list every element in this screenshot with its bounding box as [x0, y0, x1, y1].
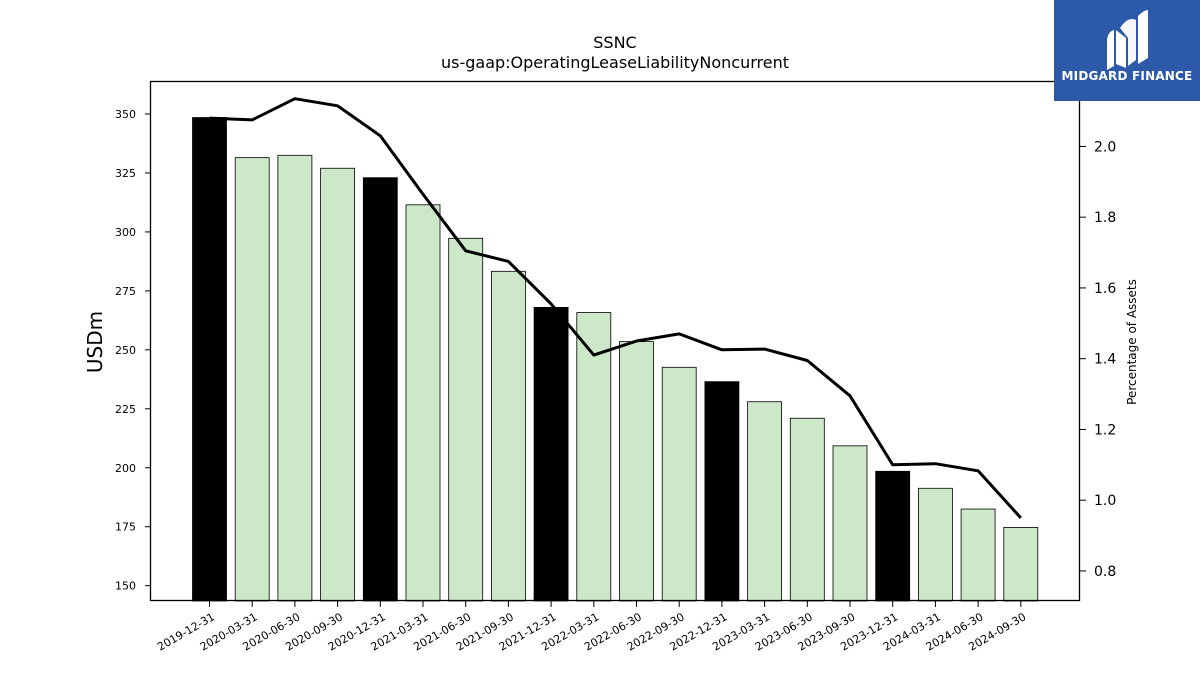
- midgard-finance-logo: MIDGARD FINANCE: [1054, 0, 1200, 101]
- x-axis-ticks: 2019-12-312020-03-312020-06-302020-09-30…: [155, 601, 1028, 654]
- bar-2022-06-30: [619, 341, 654, 602]
- y2-tick-label: 1.0: [1094, 493, 1116, 509]
- y-tick-label: 150: [115, 580, 136, 593]
- y-tick-label: 275: [115, 285, 136, 298]
- bar-2020-09-30: [320, 167, 356, 602]
- bar-2019-12-31: [192, 117, 227, 602]
- chart-title: SSNC: [593, 33, 637, 52]
- plot-frame: [149, 80, 1081, 602]
- right-axis-ticks: 0.8 1.0 1.2 1.4 1.6 1.8 2.0: [1080, 139, 1116, 580]
- bar-2020-03-31: [234, 157, 270, 602]
- bar-2022-09-30: [661, 366, 697, 602]
- bar-2020-06-30: [277, 154, 313, 602]
- y2-tick-label: 0.8: [1094, 564, 1116, 580]
- bar-2022-12-31: [704, 381, 740, 602]
- percentage-line: [209, 97, 1022, 519]
- left-axis-ticks: 150 175 200 225 250 275 300 325 350: [115, 108, 150, 593]
- bar-2021-12-31: [533, 306, 569, 602]
- bar-2021-09-30: [490, 270, 526, 602]
- bar-2024-09-30: [1003, 527, 1039, 602]
- y2-tick-label: 2.0: [1094, 139, 1116, 155]
- bar-2023-12-31: [875, 470, 911, 602]
- y2-tick-label: 1.2: [1094, 422, 1116, 438]
- bar-2021-06-30: [448, 237, 484, 602]
- chart-subtitle: us-gaap:OperatingLeaseLiabilityNoncurren…: [440, 53, 790, 72]
- bar-2024-03-31: [918, 487, 953, 602]
- y2-tick-label: 1.8: [1094, 210, 1116, 226]
- bar-2023-09-30: [832, 445, 868, 602]
- logo-text: MIDGARD FINANCE: [1061, 69, 1193, 83]
- bar-series: [192, 117, 1039, 602]
- y-tick-label: 225: [115, 403, 136, 416]
- y-tick-label: 325: [115, 167, 136, 180]
- bar-2021-03-31: [405, 204, 441, 602]
- y-tick-label: 250: [115, 344, 136, 357]
- y2-tick-label: 1.6: [1094, 281, 1116, 297]
- percentage-line-series: [209, 97, 1022, 519]
- y-axis-label: USDm: [83, 311, 107, 373]
- bar-2024-06-30: [960, 508, 996, 602]
- midgard-logo-icon: [1107, 10, 1148, 70]
- y-tick-label: 175: [115, 521, 136, 534]
- bar-2020-12-31: [362, 177, 398, 602]
- bar-2023-06-30: [789, 417, 825, 602]
- y2-tick-label: 1.4: [1094, 352, 1116, 368]
- y-tick-label: 200: [115, 462, 136, 475]
- y2-axis-label: Percentage of Assets: [1125, 279, 1139, 405]
- bar-2022-03-31: [576, 312, 612, 602]
- y-tick-label: 300: [115, 226, 136, 239]
- y-tick-label: 350: [115, 108, 136, 121]
- bar-2023-03-31: [747, 401, 782, 602]
